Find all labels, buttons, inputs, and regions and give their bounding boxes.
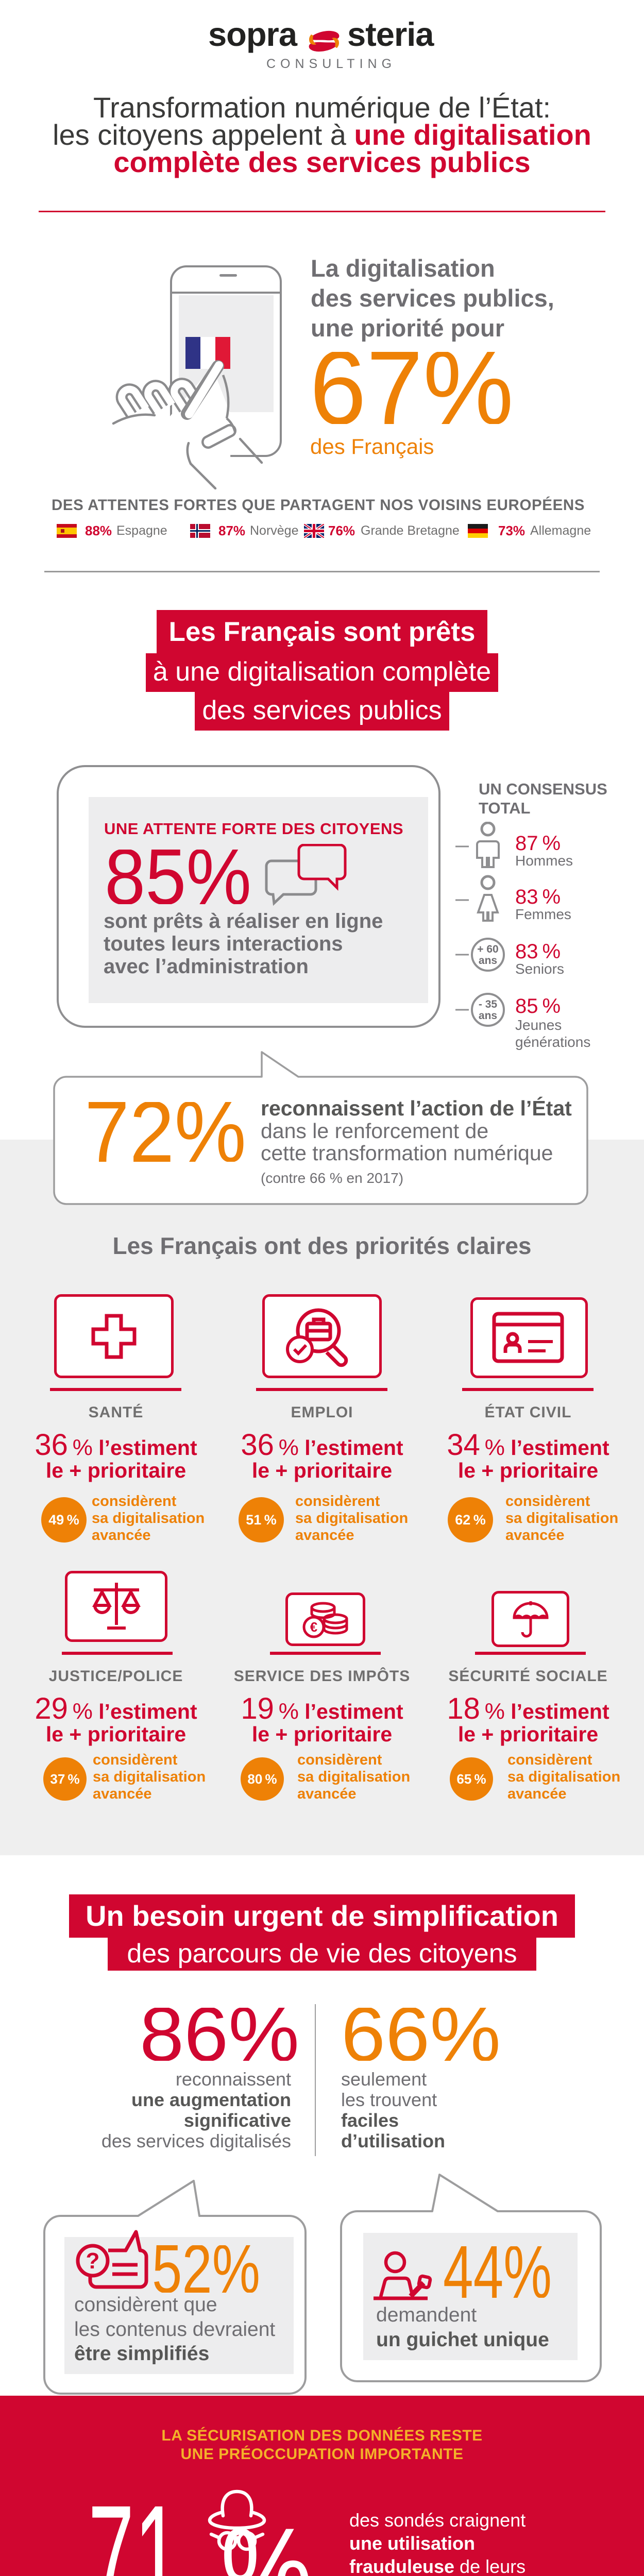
svg-text:ans: ans (479, 1010, 497, 1022)
svg-text:€: € (310, 1619, 317, 1635)
svg-text:52%: 52% (152, 2245, 260, 2293)
svg-text:CONSULTING: CONSULTING (266, 57, 396, 71)
svg-text:86%: 86% (140, 2008, 299, 2061)
svg-text:?: ? (86, 2248, 100, 2274)
svg-text:66%: 66% (341, 2008, 501, 2061)
svg-text:ans: ans (479, 955, 497, 967)
svg-text:85%: 85% (105, 850, 251, 904)
svg-text:44%: 44% (443, 2246, 552, 2298)
svg-text:67%: 67% (310, 352, 514, 424)
svg-text:72%: 72% (84, 1102, 246, 1162)
svg-text:71: 71 (88, 2506, 180, 2576)
svg-text:+ 60: + 60 (477, 943, 498, 955)
svg-text:- 35: - 35 (479, 998, 498, 1010)
svg-text:steria: steria (347, 15, 434, 53)
svg-text:sopra: sopra (208, 15, 298, 53)
